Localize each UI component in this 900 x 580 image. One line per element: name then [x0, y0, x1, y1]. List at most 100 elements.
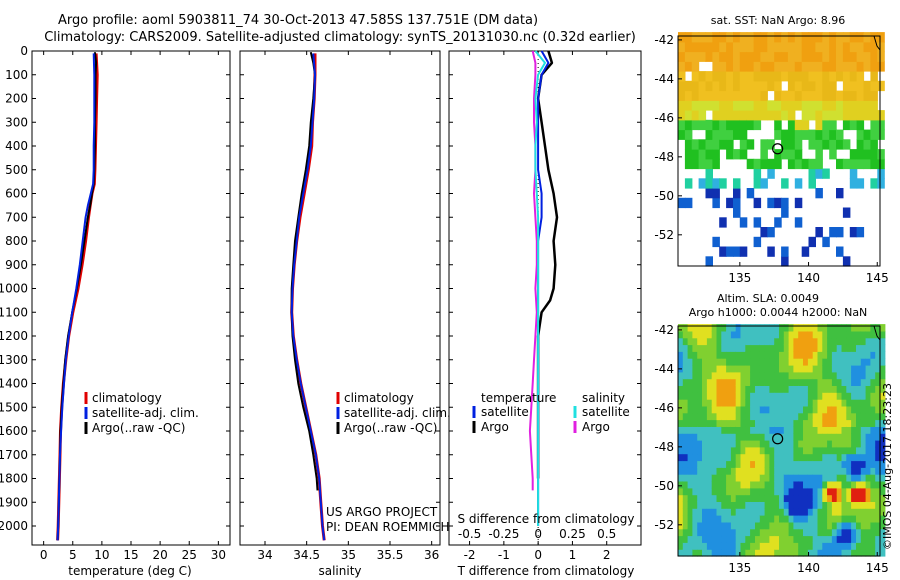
map-cell [841, 515, 847, 523]
map-cell [764, 440, 770, 448]
map-cell [875, 481, 881, 489]
map-cell [678, 378, 684, 386]
map-cell [735, 412, 742, 421]
map-cell [730, 487, 737, 496]
map-cell [798, 433, 804, 441]
map-cell [851, 508, 857, 516]
map-cell [726, 344, 732, 352]
map-cell [803, 440, 809, 448]
map-cell [678, 433, 684, 441]
map-cell [836, 426, 843, 434]
map-cell [870, 440, 876, 448]
map-cell [692, 481, 698, 489]
map-cell [684, 158, 693, 170]
map-cell [827, 481, 833, 489]
map-cell [812, 385, 819, 393]
map-cell [764, 330, 770, 339]
map-cell [877, 41, 885, 53]
map-cell [841, 549, 847, 557]
map-cell [817, 535, 823, 543]
map-cell [794, 61, 803, 72]
map-cell [687, 385, 693, 393]
map-cell [841, 446, 847, 455]
map-cell [682, 467, 689, 475]
map-cell [851, 371, 857, 380]
map-cell [716, 399, 722, 407]
map-y-tick-label: -46 [654, 401, 674, 415]
map-cell [779, 549, 785, 557]
map-cell [875, 542, 881, 550]
map-cell [753, 51, 762, 62]
map-cell [822, 330, 828, 339]
map-cell [849, 51, 858, 62]
map-cell [753, 61, 762, 72]
map-cell [702, 494, 708, 502]
map-cell [769, 474, 775, 482]
map-cell [706, 330, 713, 339]
map-cell [687, 453, 693, 462]
map-cell [719, 119, 727, 131]
map-cell [691, 100, 700, 111]
map-cell [787, 100, 796, 111]
map-cell [860, 405, 867, 414]
map-cell [719, 51, 727, 62]
map-cell [836, 188, 844, 199]
map-cell [774, 371, 780, 380]
map-cell [711, 535, 718, 543]
map-cell [822, 385, 828, 393]
map-cell [783, 399, 790, 407]
map-cell [831, 542, 838, 550]
map-cell [682, 433, 689, 441]
map-cell [764, 501, 770, 509]
map-cell [808, 61, 816, 72]
map-cell [750, 528, 756, 537]
map-cell [793, 446, 799, 455]
map-cell [678, 41, 686, 53]
map-cell [808, 100, 816, 111]
map-cell [750, 481, 756, 489]
map-cell [870, 119, 878, 131]
map-cell [781, 41, 789, 53]
map-cell [698, 139, 707, 150]
map-cell [740, 542, 746, 550]
map-cell [753, 158, 762, 170]
map-cell [829, 41, 837, 53]
map-cell [841, 467, 847, 475]
map-cell [740, 453, 746, 462]
map-cell [856, 41, 865, 53]
map-cell [827, 494, 833, 502]
map-cell [682, 405, 689, 414]
map-cell [870, 528, 876, 537]
map-cell [860, 378, 867, 386]
map-cell [774, 426, 780, 434]
map-cell [764, 405, 770, 414]
map-cell [687, 549, 693, 557]
map-cell [735, 330, 742, 339]
map-cell [706, 419, 713, 427]
map-cell [856, 119, 865, 131]
map-cell [875, 324, 881, 332]
map-cell [769, 542, 775, 550]
map-cell [733, 197, 741, 209]
map-cell [721, 433, 727, 441]
map-cell [849, 32, 858, 43]
map-cell [817, 392, 823, 400]
t-difference-axis-label: T difference from climatology [457, 564, 635, 578]
map-cell [846, 433, 852, 441]
map-cell [856, 481, 862, 489]
map-cell [745, 515, 751, 523]
map-cell [678, 90, 686, 101]
map-cell [678, 344, 684, 352]
map-cell [827, 446, 833, 455]
map-cell [865, 460, 871, 468]
map-cell [721, 487, 727, 496]
map-cell [779, 412, 785, 421]
map-cell [678, 446, 684, 455]
map-cell [779, 467, 785, 475]
map-cell [769, 528, 775, 537]
map-cell [735, 521, 742, 530]
map-cell [678, 453, 684, 462]
map-cell [746, 110, 755, 121]
map-cell [735, 392, 742, 400]
map-cell [880, 487, 886, 496]
